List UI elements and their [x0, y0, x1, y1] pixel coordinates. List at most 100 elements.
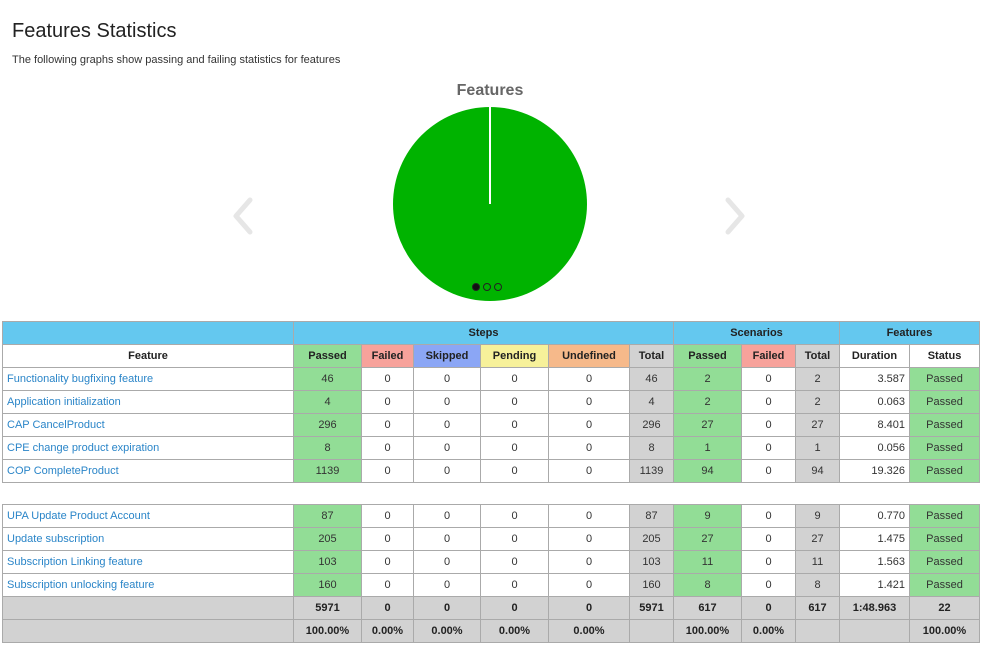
feature-name-cell: Subscription unlocking feature [2, 573, 294, 597]
scenarios-failed-cell: 0 [741, 527, 796, 551]
percent-status: 100.00% [909, 619, 980, 643]
carousel-dot[interactable] [472, 283, 480, 291]
duration-cell: 1.475 [839, 527, 910, 551]
chevron-right-icon[interactable] [720, 196, 748, 236]
feature-link[interactable]: Application initialization [7, 396, 121, 408]
steps-pending-cell: 0 [480, 367, 549, 391]
steps-skipped-cell: 0 [413, 504, 481, 528]
table-row: Update subscription 205 0 0 0 0 205 27 0 27 1.475 P… [2, 527, 980, 551]
col-header-steps-passed[interactable]: Passed [293, 344, 362, 368]
col-header-steps-pending[interactable]: Pending [480, 344, 549, 368]
duration-cell: 19.326 [839, 459, 910, 483]
col-header-steps-undefined[interactable]: Undefined [548, 344, 630, 368]
feature-name-cell: Update subscription [2, 527, 294, 551]
steps-passed-cell: 1139 [293, 459, 362, 483]
status-cell: Passed [909, 527, 980, 551]
scenarios-passed-cell: 94 [673, 459, 742, 483]
group-header-row: Steps Scenarios Features [2, 321, 980, 345]
col-header-scenarios-total[interactable]: Total [795, 344, 840, 368]
feature-link[interactable]: Functionality bugfixing feature [7, 373, 154, 385]
carousel-dot[interactable] [483, 283, 491, 291]
feature-link[interactable]: Subscription Linking feature [7, 556, 143, 568]
steps-pending-cell: 0 [480, 459, 549, 483]
col-header-steps-skipped[interactable]: Skipped [413, 344, 481, 368]
col-header-steps-total[interactable]: Total [629, 344, 674, 368]
steps-failed-cell: 0 [361, 527, 414, 551]
steps-total-cell: 205 [629, 527, 674, 551]
feature-name-cell: CPE change product expiration [2, 436, 294, 460]
col-header-steps-failed[interactable]: Failed [361, 344, 414, 368]
table-row: Subscription unlocking feature 160 0 0 0 0 160… [2, 573, 980, 597]
percent-failed: 0.00% [361, 619, 414, 643]
steps-skipped-cell: 0 [413, 573, 481, 597]
feature-name-cell: CAP CancelProduct [2, 413, 294, 437]
col-header-status[interactable]: Status [909, 344, 980, 368]
feature-link[interactable]: CAP CancelProduct [7, 419, 105, 431]
steps-passed-cell: 87 [293, 504, 362, 528]
status-cell: Passed [909, 413, 980, 437]
steps-failed-cell: 0 [361, 573, 414, 597]
scenarios-failed-cell: 0 [741, 459, 796, 483]
percent-undefined: 0.00% [548, 619, 630, 643]
steps-pending-cell: 0 [480, 504, 549, 528]
steps-total-cell: 46 [629, 367, 674, 391]
feature-link[interactable]: UPA Update Product Account [7, 510, 150, 522]
carousel-dot[interactable] [494, 283, 502, 291]
steps-pending-cell: 0 [480, 550, 549, 574]
table-row: CAP CancelProduct 296 0 0 0 0 296 27 0 27 8.401 Pas… [2, 413, 980, 437]
totals-row: 5971 0 0 0 0 5971 617 0 617 1:48.963 22 [2, 596, 980, 620]
status-cell: Passed [909, 504, 980, 528]
percent-scenarios-total-blank [795, 619, 840, 643]
scenarios-passed-cell: 9 [673, 504, 742, 528]
steps-group-header: Steps [293, 321, 674, 345]
percent-total-blank [629, 619, 674, 643]
status-cell: Passed [909, 390, 980, 414]
col-header-scenarios-failed[interactable]: Failed [741, 344, 796, 368]
col-header-feature[interactable]: Feature [2, 344, 294, 368]
table-row: COP CompleteProduct 1139 0 0 0 0 1139 94 0 94 19.3… [2, 459, 980, 483]
steps-skipped-cell: 0 [413, 390, 481, 414]
totals-passed: 5971 [293, 596, 362, 620]
features-pie-chart [393, 107, 587, 301]
status-cell: Passed [909, 436, 980, 460]
steps-total-cell: 1139 [629, 459, 674, 483]
totals-undefined: 0 [548, 596, 630, 620]
page-title: Features Statistics [12, 20, 177, 42]
steps-passed-cell: 4 [293, 390, 362, 414]
scenarios-total-cell: 27 [795, 527, 840, 551]
steps-passed-cell: 205 [293, 527, 362, 551]
col-header-scenarios-passed[interactable]: Passed [673, 344, 742, 368]
feature-link[interactable]: Update subscription [7, 533, 105, 545]
scenarios-total-cell: 94 [795, 459, 840, 483]
features-table-body: Functionality bugfixing feature 46 0 0 0 0 46 2… [2, 367, 980, 597]
feature-link[interactable]: CPE change product expiration [7, 442, 160, 454]
steps-undefined-cell: 0 [548, 527, 630, 551]
feature-name-cell: COP CompleteProduct [2, 459, 294, 483]
carousel-indicators [472, 283, 502, 291]
scenarios-total-cell: 2 [795, 367, 840, 391]
steps-skipped-cell: 0 [413, 550, 481, 574]
col-header-duration[interactable]: Duration [839, 344, 910, 368]
scenarios-passed-cell: 2 [673, 367, 742, 391]
percent-label-cell [2, 619, 294, 643]
steps-failed-cell: 0 [361, 550, 414, 574]
feature-link[interactable]: Subscription unlocking feature [7, 579, 155, 591]
steps-undefined-cell: 0 [548, 413, 630, 437]
scenarios-total-cell: 27 [795, 413, 840, 437]
scenarios-failed-cell: 0 [741, 367, 796, 391]
duration-cell: 0.063 [839, 390, 910, 414]
steps-passed-cell: 103 [293, 550, 362, 574]
chevron-left-icon[interactable] [230, 196, 258, 236]
feature-link[interactable]: COP CompleteProduct [7, 465, 119, 477]
table-spacer-row [3, 483, 980, 505]
table-row: CPE change product expiration 8 0 0 0 0 8 1 0 1 0.… [2, 436, 980, 460]
scenarios-passed-cell: 8 [673, 573, 742, 597]
steps-skipped-cell: 0 [413, 367, 481, 391]
steps-pending-cell: 0 [480, 436, 549, 460]
table-row: Subscription Linking feature 103 0 0 0 0 103 11… [2, 550, 980, 574]
table-row: Functionality bugfixing feature 46 0 0 0 0 46 2… [2, 367, 980, 391]
duration-cell: 1.563 [839, 550, 910, 574]
feature-name-cell: UPA Update Product Account [2, 504, 294, 528]
table-row: Application initialization 4 0 0 0 0 4 2 0 2 0.063… [2, 390, 980, 414]
steps-failed-cell: 0 [361, 367, 414, 391]
